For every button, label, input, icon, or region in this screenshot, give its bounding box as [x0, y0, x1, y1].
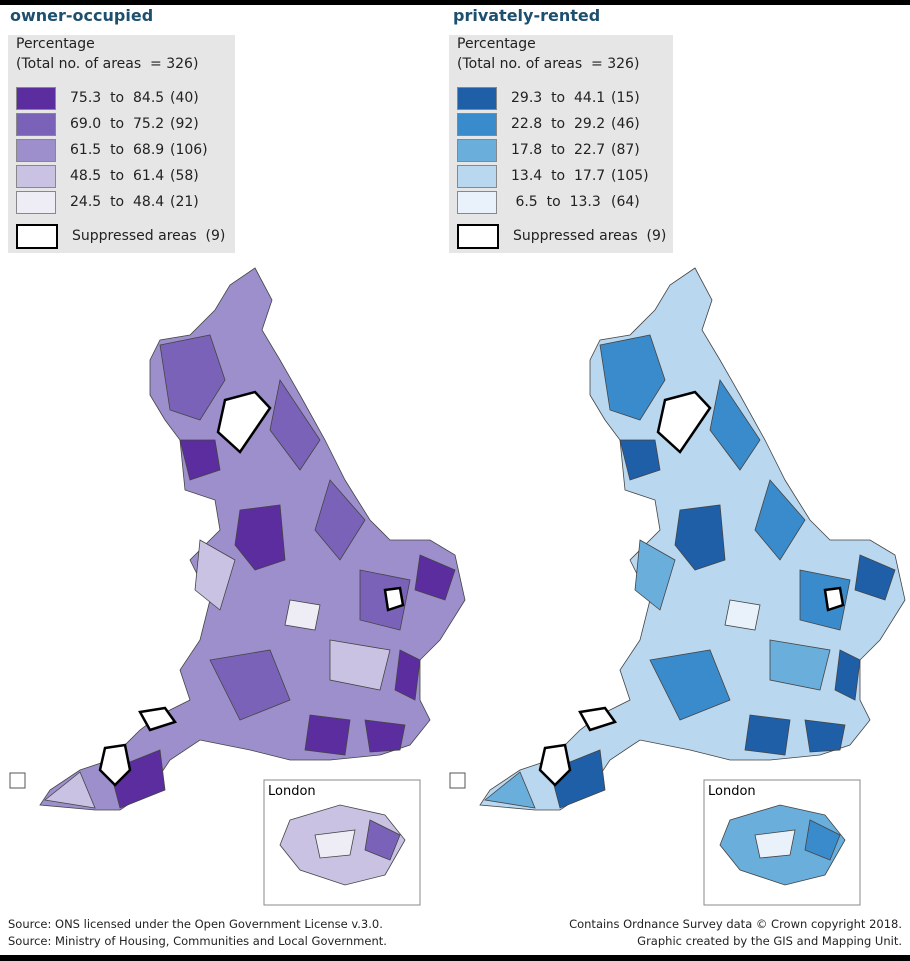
legend-suppressed: Suppressed areas (9)	[72, 228, 226, 244]
legend-count: (58)	[170, 168, 199, 184]
legend-swatch	[457, 138, 497, 162]
legend-count: (105)	[611, 168, 649, 184]
legend-swatch	[16, 112, 56, 136]
legend-range: 24.5 to 48.4	[70, 194, 165, 210]
legend-row: 13.4 to 17.7 (105)	[457, 164, 649, 188]
legend-row: 17.8 to 22.7 (87)	[457, 138, 640, 162]
source: Source: Ministry of Housing, Communities…	[8, 934, 387, 948]
legend-swatch	[16, 223, 58, 249]
legend-row: Suppressed areas (9)	[457, 223, 667, 249]
source: Source: ONS licensed under the Open Gove…	[8, 917, 383, 931]
legend-count: (21)	[170, 194, 199, 210]
legend-heading: (Total no. of areas = 326)	[457, 56, 640, 72]
legend-range: 48.5 to 61.4	[70, 168, 165, 184]
legend-range: 29.3 to 44.1	[511, 90, 606, 106]
legend-count: (15)	[611, 90, 640, 106]
legend-range: 13.4 to 17.7	[511, 168, 606, 184]
legend-swatch	[16, 190, 56, 214]
legend-heading: Percentage	[16, 36, 95, 52]
legend-range: 69.0 to 75.2	[70, 116, 165, 132]
legend-row: 75.3 to 84.5 (40)	[16, 86, 199, 110]
legend-count: (87)	[611, 142, 640, 158]
legend-range: 6.5 to 13.3	[511, 194, 601, 210]
legend-range: 17.8 to 22.7	[511, 142, 606, 158]
legend-row: 48.5 to 61.4 (58)	[16, 164, 199, 188]
inset-label: London	[268, 784, 316, 799]
legend-suppressed: Suppressed areas (9)	[513, 228, 667, 244]
legend-swatch	[457, 223, 499, 249]
legend-heading: (Total no. of areas = 326)	[16, 56, 199, 72]
legend-range: 61.5 to 68.9	[70, 142, 165, 158]
legend-row: 24.5 to 48.4 (21)	[16, 190, 199, 214]
legend-count: (106)	[170, 142, 208, 158]
legend-range: 75.3 to 84.5	[70, 90, 165, 106]
legend-count: (64)	[611, 194, 640, 210]
owner-occupied-map	[8, 266, 467, 907]
map-title: privately-rented	[453, 6, 601, 25]
inset-label: London	[708, 784, 756, 799]
legend-swatch	[457, 86, 497, 110]
credit: Graphic created by the GIS and Mapping U…	[637, 934, 902, 948]
legend-count: (40)	[170, 90, 199, 106]
credit: Contains Ordnance Survey data © Crown co…	[569, 917, 902, 931]
privately-rented-map	[448, 266, 907, 907]
legend-swatch	[457, 164, 497, 188]
top-band	[0, 0, 910, 5]
map-title: owner-occupied	[10, 6, 154, 25]
legend-row: Suppressed areas (9)	[16, 223, 226, 249]
legend: Percentage (Total no. of areas = 326) 75.3…	[8, 35, 235, 253]
legend-swatch	[457, 190, 497, 214]
legend-range: 22.8 to 29.2	[511, 116, 606, 132]
legend-count: (46)	[611, 116, 640, 132]
legend-row: 61.5 to 68.9 (106)	[16, 138, 208, 162]
legend-count: (92)	[170, 116, 199, 132]
legend-swatch	[16, 138, 56, 162]
legend-swatch	[457, 112, 497, 136]
legend-row: 69.0 to 75.2 (92)	[16, 112, 199, 136]
bottom-band	[0, 955, 910, 961]
legend-swatch	[16, 86, 56, 110]
legend-row: 6.5 to 13.3 (64)	[457, 190, 640, 214]
legend-row: 22.8 to 29.2 (46)	[457, 112, 640, 136]
legend-heading: Percentage	[457, 36, 536, 52]
legend: Percentage (Total no. of areas = 326) 29.3…	[449, 35, 673, 253]
legend-swatch	[16, 164, 56, 188]
legend-row: 29.3 to 44.1 (15)	[457, 86, 640, 110]
